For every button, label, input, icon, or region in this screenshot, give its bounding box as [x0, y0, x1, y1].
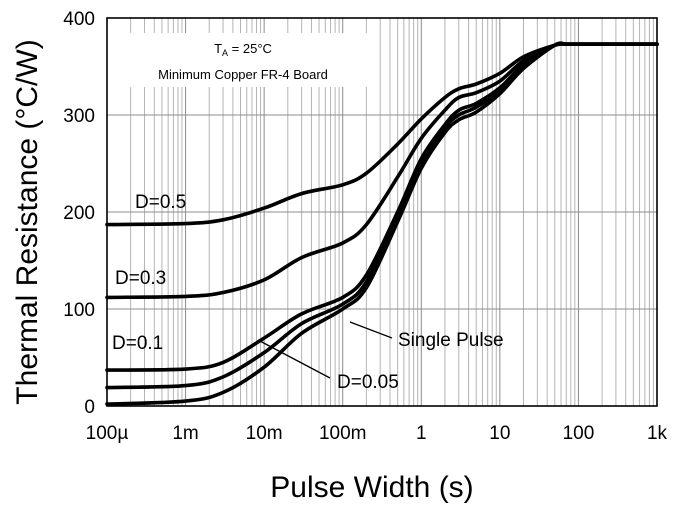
- x-tick-label: 10m: [246, 423, 283, 444]
- x-tick-labels: 100µ 1m 10m 100m 1 10 100 1k: [86, 423, 668, 444]
- y-tick-label: 200: [63, 203, 95, 224]
- y-tick-labels: 0 100 200 300 400: [63, 9, 95, 418]
- y-axis-title: Thermal Resistance (°C/W): [11, 39, 44, 404]
- x-tick-label: 1: [416, 423, 427, 444]
- leader-single-pulse: [349, 321, 393, 339]
- series-label-d-0-05: D=0.05: [337, 372, 399, 393]
- x-tick-label: 10: [489, 423, 510, 444]
- series-label-single-pulse: Single Pulse: [398, 330, 504, 351]
- y-tick-label: 100: [63, 300, 95, 321]
- series-line-single-pulse: [105, 41, 659, 406]
- plot-frame: [106, 17, 658, 407]
- x-tick-label: 100: [563, 423, 595, 444]
- board-note: Minimum Copper FR-4 Board: [158, 67, 328, 82]
- x-tick-label: 1k: [647, 423, 668, 444]
- label-leader-lines: [257, 321, 393, 379]
- annotation-background: [112, 33, 374, 87]
- x-tick-label: 100µ: [86, 423, 129, 444]
- y-tick-label: 400: [63, 9, 95, 30]
- series-curves: [105, 41, 659, 406]
- y-tick-label: 300: [63, 106, 95, 127]
- series-label-d-0-5: D=0.5: [135, 192, 186, 213]
- y-tick-label: 0: [84, 397, 95, 418]
- leader-d-0-05: [257, 339, 331, 379]
- ambient-temperature-note: TA = 25°C: [214, 41, 272, 58]
- x-tick-label: 1m: [172, 423, 198, 444]
- x-axis-title: Pulse Width (s): [270, 471, 473, 504]
- series-label-d-0-3: D=0.3: [115, 268, 166, 289]
- x-tick-label: 100m: [319, 423, 367, 444]
- series-label-d-0-1: D=0.1: [112, 333, 163, 354]
